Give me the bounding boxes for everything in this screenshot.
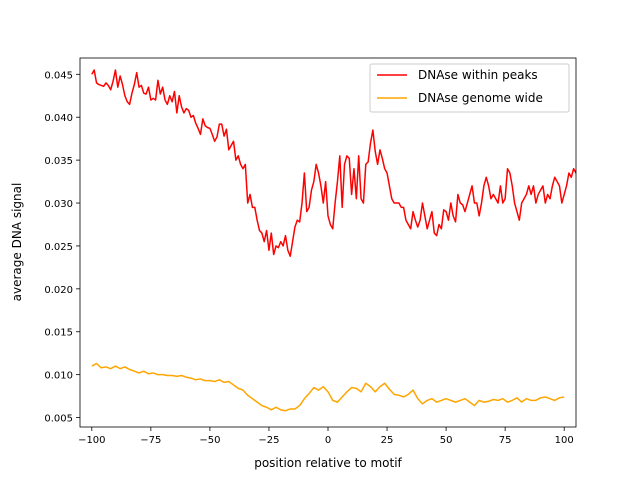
x-tick-label: −100: [78, 435, 105, 446]
y-tick-label: 0.020: [44, 285, 73, 296]
legend: DNAse within peaks DNAse genome wide: [369, 63, 570, 113]
y-axis: 0.005 0.010 0.015 0.020 0.025 0.030 0.035 0.040…: [44, 70, 80, 425]
y-tick-label: 0.010: [44, 371, 73, 382]
legend-label-peaks: DNAse within peaks: [418, 68, 538, 82]
y-tick-label: 0.030: [44, 199, 73, 210]
plot-frame: [79, 57, 577, 428]
x-axis-label: position relative to motif: [254, 456, 402, 470]
x-tick-label: 100: [555, 435, 574, 446]
series-layer: [91, 69, 576, 412]
x-tick-label: 25: [381, 435, 394, 446]
y-tick-label: 0.005: [44, 414, 73, 425]
y-axis-label: average DNA signal: [10, 183, 24, 302]
y-tick-label: 0.045: [44, 70, 73, 81]
y-tick-label: 0.015: [44, 328, 73, 339]
legend-box: [369, 63, 570, 113]
legend-label-genome-wide: DNAse genome wide: [418, 91, 543, 105]
series-line-0: [91, 69, 576, 257]
y-tick-label: 0.040: [44, 113, 73, 124]
x-tick-label: −50: [199, 435, 220, 446]
y-tick-label: 0.025: [44, 242, 73, 253]
y-tick-label: 0.035: [44, 156, 73, 167]
x-tick-label: 0: [325, 435, 331, 446]
series-line-1: [91, 362, 565, 412]
x-tick-label: −25: [258, 435, 279, 446]
x-tick-label: 75: [499, 435, 512, 446]
x-tick-label: −75: [140, 435, 161, 446]
x-axis: −100 −75 −50 −25 0 25 50 75 100: [78, 427, 574, 446]
x-tick-label: 50: [440, 435, 453, 446]
